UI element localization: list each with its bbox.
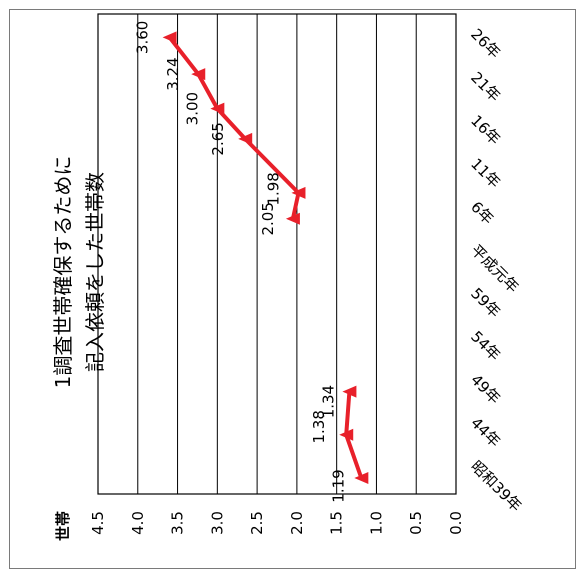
x-tick-label: 54年: [467, 328, 504, 365]
series-lines: [162, 31, 369, 484]
data-point-marker: [339, 428, 354, 441]
y-tick-label: 1.0: [367, 511, 385, 535]
y-tick-label: 2.0: [288, 511, 306, 535]
data-point-marker: [162, 31, 177, 44]
x-tick-label: 49年: [467, 371, 504, 408]
chart-title-line: 1調査世帯確保するために: [51, 156, 75, 389]
data-label: 1.19: [329, 469, 347, 502]
data-point-marker: [238, 132, 253, 145]
data-label: 3.00: [183, 92, 201, 125]
y-tick-label: 0.5: [407, 511, 425, 535]
x-tick-label: 44年: [467, 414, 504, 451]
y-tick-label: 1.5: [328, 511, 346, 535]
x-tick-label: 11年: [467, 155, 504, 192]
data-label: 3.60: [134, 21, 152, 54]
y-tick-label: 3.0: [208, 511, 226, 535]
chart-title: 1調査世帯確保するために 記入依頼をした世帯数: [51, 156, 107, 389]
plot-area: [97, 13, 457, 495]
data-label: 1.38: [310, 410, 328, 443]
x-tick-label: 59年: [467, 284, 504, 321]
series-line: [168, 36, 301, 220]
x-tick-label: 16年: [467, 112, 504, 149]
data-point-marker: [191, 68, 206, 81]
data-label: 1.34: [319, 385, 337, 418]
y-tick-label: 3.5: [169, 511, 187, 535]
data-point-marker: [285, 212, 300, 225]
gridlines: [97, 14, 457, 494]
data-point-marker: [210, 102, 225, 115]
chart-title-line: 記入依頼をした世帯数: [83, 172, 107, 372]
x-tick-label: 26年: [467, 25, 504, 62]
x-tick-label: 6年: [467, 198, 497, 228]
y-tick-label: 0.0: [447, 511, 465, 535]
y-tick-label: 2.5: [248, 511, 266, 535]
chart-frame: [9, 9, 576, 569]
data-point-marker: [291, 186, 306, 199]
y-axis-label: 世帯: [54, 511, 72, 541]
y-tick-label: 4.0: [129, 511, 147, 535]
data-label: 3.24: [164, 57, 182, 90]
y-tick-label: 4.5: [89, 511, 107, 535]
data-point-marker: [354, 472, 369, 484]
data-label: 1.98: [264, 172, 282, 205]
x-tick-label: 21年: [467, 68, 504, 105]
data-point-marker: [342, 385, 357, 398]
data-label: 2.05: [259, 202, 277, 235]
y-tick-labels: 0.0 0.5 1.0 1.5 2.0 2.5 3.0 3.5 4.0 4.5: [89, 511, 465, 535]
x-tick-label: 昭和39年: [467, 457, 525, 515]
data-label: 2.65: [209, 122, 227, 155]
data-labels: 1.19 1.381.34 2.051.98 2.65 3.003.24 3.60: [134, 21, 348, 503]
